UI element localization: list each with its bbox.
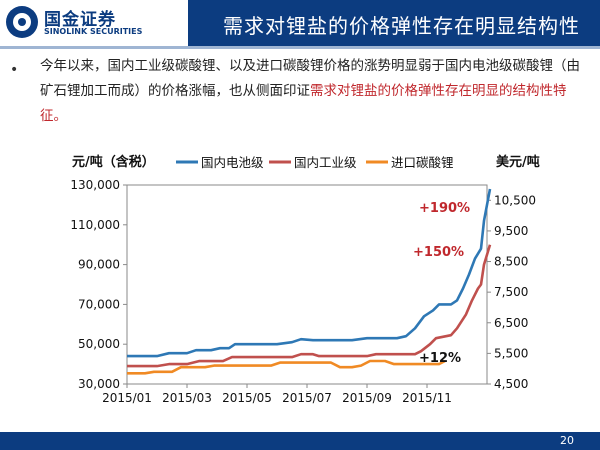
- chart-legend: 国内电池级 国内工业级 进口碳酸锂: [176, 155, 454, 170]
- logo-text-cn: 国金证券: [44, 10, 116, 30]
- body-text-highlight: 需求对锂盐的价格弹性存在明显的结构性特征。: [40, 83, 567, 124]
- left-tick-label: 110,000: [70, 218, 120, 232]
- price-chart: 元/吨（含税） 美元/吨 国内电池级 国内工业级 进口碳酸锂 30,000 50,00…: [70, 154, 540, 405]
- x-tick-label: 2015/07: [282, 391, 332, 405]
- right-tick-label: 5,500: [494, 346, 528, 360]
- chart-ticks: 30,000 50,000 70,000 90,000 110,000 130,000 4,…: [70, 178, 536, 405]
- left-tick-label: 30,000: [78, 377, 120, 391]
- legend-label: 国内工业级: [294, 155, 357, 170]
- right-tick-label: 8,500: [494, 255, 528, 269]
- x-tick-label: 2015/01: [102, 391, 152, 405]
- footer-bar: 20: [0, 432, 600, 450]
- legend-label: 国内电池级: [201, 155, 264, 170]
- page-number: 20: [560, 434, 574, 447]
- header-bar: 国金证券 SINOLINK SECURITIES 需求对锂盐的价格弹性存在明显结…: [0, 0, 600, 46]
- right-tick-label: 6,500: [494, 316, 528, 330]
- right-tick-label: 7,500: [494, 285, 528, 299]
- bullet-marker: •: [10, 62, 19, 78]
- chart-series: [127, 188, 492, 375]
- logo: 国金证券 SINOLINK SECURITIES: [0, 0, 188, 46]
- right-tick-label: 9,500: [494, 224, 528, 238]
- annotation-label: +150%: [413, 245, 464, 260]
- slide-title: 需求对锂盐的价格弹性存在明显结构性: [223, 14, 580, 38]
- logo-icon: [6, 6, 38, 38]
- annotation-label: +12%: [419, 351, 461, 366]
- x-tick-label: 2015/03: [162, 391, 212, 405]
- left-axis-title: 元/吨（含税）: [72, 154, 155, 170]
- series-line: [127, 244, 492, 368]
- right-tick-label: 4,500: [494, 377, 528, 391]
- x-tick-label: 2015/11: [402, 391, 452, 405]
- annotation-label: +190%: [419, 201, 470, 216]
- chart-annotations: +190% +150% +12%: [413, 201, 470, 366]
- legend-label: 进口碳酸锂: [391, 155, 454, 170]
- body-paragraph: 今年以来，国内工业级碳酸锂、以及进口碳酸锂价格的涨势明显弱于国内电池级碳酸锂（由…: [40, 54, 580, 129]
- left-tick-label: 130,000: [70, 178, 120, 192]
- body-text-normal: 今年以来，国内工业级碳酸锂、以及进口碳酸锂价格的涨势明显弱于国内电池级碳酸锂（由…: [40, 58, 580, 99]
- series-line: [127, 359, 446, 375]
- header-divider: [0, 46, 600, 49]
- series-line: [127, 188, 492, 358]
- right-axis-title: 美元/吨: [496, 154, 540, 170]
- left-tick-label: 50,000: [78, 337, 120, 351]
- x-tick-label: 2015/05: [222, 391, 272, 405]
- x-tick-label: 2015/09: [342, 391, 392, 405]
- left-tick-label: 90,000: [78, 258, 120, 272]
- logo-text-en: SINOLINK SECURITIES: [44, 27, 143, 36]
- left-tick-label: 70,000: [78, 297, 120, 311]
- right-tick-label: 10,500: [494, 193, 536, 207]
- chart-axis-titles: 元/吨（含税） 美元/吨: [72, 154, 540, 170]
